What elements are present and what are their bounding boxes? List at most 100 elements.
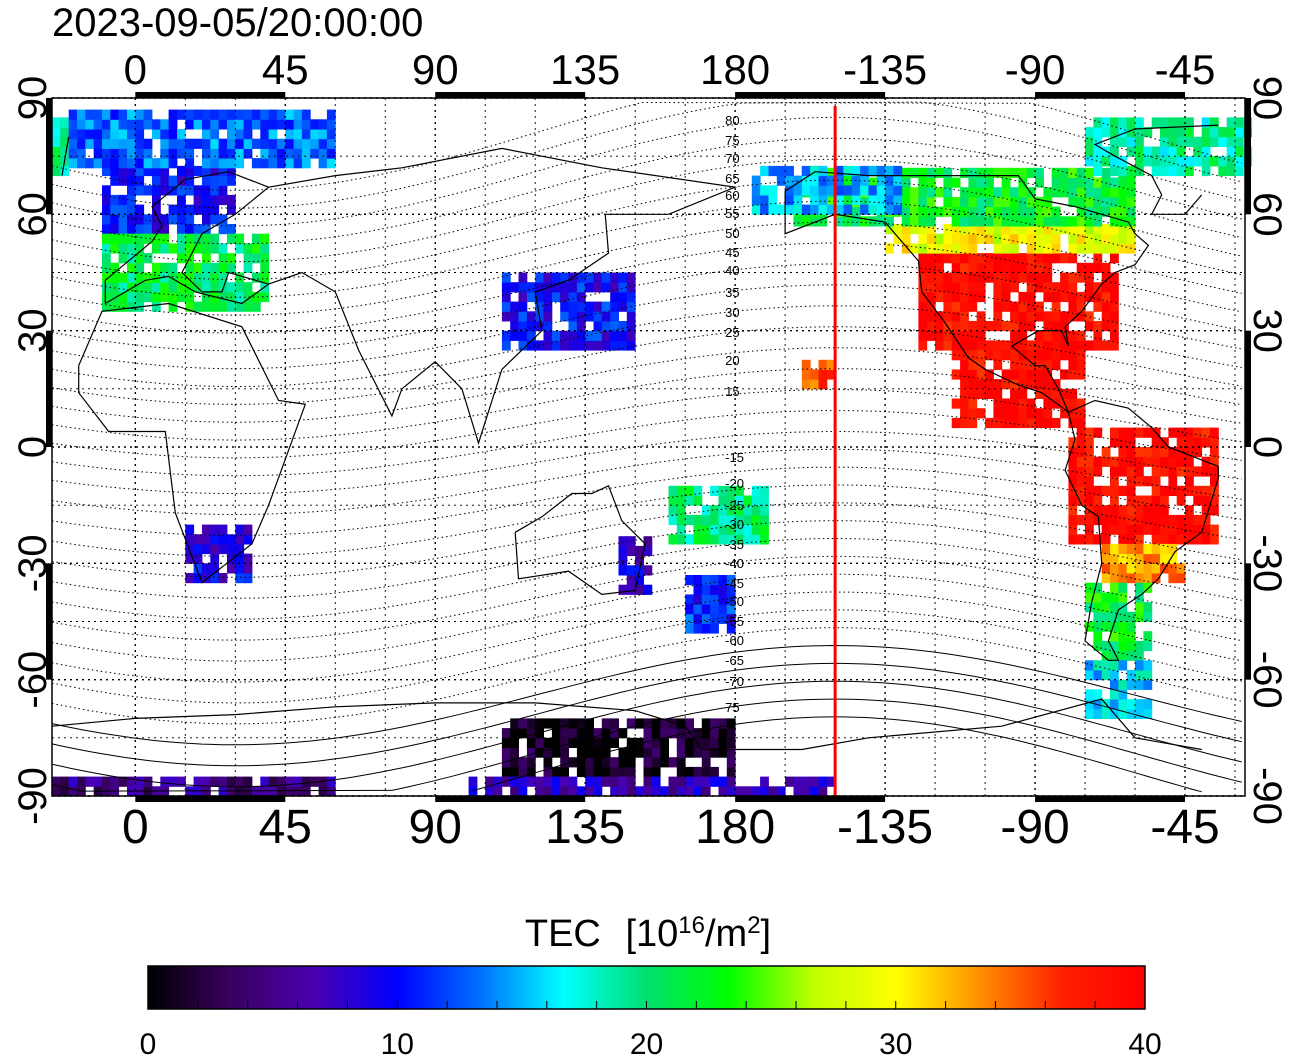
tec-cell [1118,621,1128,632]
tec-cell [1201,437,1211,448]
right-frame-bar [1245,330,1251,447]
tec-cell [127,138,136,149]
tec-cell [1143,640,1153,652]
tec-cell [1126,621,1136,632]
tec-cell [1210,534,1219,545]
contour-line [51,200,1242,298]
tec-cell [543,340,553,351]
tec-cell [718,514,728,526]
tec-cell [1001,350,1011,361]
tec-cell [801,204,811,215]
tec-cell [1035,417,1044,429]
tec-cell [1068,514,1078,526]
tec-cell [1001,282,1011,293]
tec-cell [1151,437,1161,448]
tec-cell [1085,311,1094,322]
tec-cell [110,204,120,215]
tec-cell [926,177,936,188]
tec-cell [976,379,986,390]
tec-cell [1168,476,1178,487]
bottom-lon-tick-label: 180 [695,801,775,854]
tec-cell [935,262,944,273]
tec-cell [610,321,619,332]
tec-cell [618,757,628,768]
tec-cell [593,311,603,322]
tec-cell [651,766,661,778]
tec-cell [660,747,669,758]
tec-cell [935,233,944,244]
tec-cell [693,786,703,797]
tec-cell [960,196,969,208]
tec-cell [1176,485,1186,496]
tec-cell [551,330,561,341]
contour-line [51,502,1242,578]
tec-cell [1085,127,1094,138]
tec-cell [1060,321,1069,332]
tec-cell [943,272,953,283]
tec-cell [1085,321,1094,332]
tec-cell [1001,196,1011,208]
tec-cell [1110,679,1119,690]
tec-cell [268,776,278,787]
tec-cell [1051,224,1061,235]
tec-cell [518,291,528,303]
tec-cell [726,786,736,797]
tec-cell [935,291,944,303]
tec-cell [1160,165,1169,177]
tec-cell [1068,369,1078,380]
tec-cell [1051,291,1061,303]
tec-cell [951,291,961,303]
tec-cell [227,233,236,244]
tec-cell [643,776,653,787]
tec-cell [1043,233,1053,244]
tec-cell [193,534,203,545]
tec-cell [510,282,519,293]
tec-cell [1060,177,1069,188]
tec-cell [326,119,336,130]
tec-cell [518,786,528,797]
tec-cell [1235,156,1244,167]
tec-cell [1185,447,1194,458]
left-lat-tick-label: 30 [11,308,55,353]
tec-cell [601,757,611,768]
tec-cell [1068,311,1078,322]
tec-cell [1043,206,1053,217]
tec-cell [193,233,203,244]
tec-cell [1085,689,1094,700]
tec-cell [1043,417,1053,429]
tec-cell [585,747,594,758]
tec-cell [976,359,986,370]
tec-cell [1135,127,1144,138]
tec-cell [260,291,270,303]
tec-cell [685,534,694,545]
tec-cell [693,728,703,739]
tec-cell [676,495,686,506]
tec-cell [218,119,228,130]
tec-cell [1076,291,1086,303]
tec-cell [601,301,611,312]
tec-cell [1201,156,1211,167]
tec-cell [1176,427,1186,438]
tec-cell [760,495,769,506]
tec-cell [102,776,111,787]
tec-cell [1118,514,1128,526]
tec-cell [551,747,561,758]
tec-cell [568,776,578,787]
tec-cell [651,737,661,748]
tec-cell [601,776,611,787]
right-lat-tick-label: 60 [1245,192,1289,237]
tec-cell [227,543,236,555]
tec-cell [1026,408,1036,419]
tec-cell [202,158,211,169]
tec-cell [626,786,636,797]
tec-cell [601,737,611,748]
tec-cell [918,196,928,208]
tec-cell [1118,437,1128,448]
tec-cell [1010,224,1019,235]
tec-cell [152,194,161,206]
tec-cell [1043,398,1053,409]
tec-cell [993,388,1003,399]
tec-cell [1093,456,1103,467]
tec-cell [1093,177,1103,188]
tec-cell [160,138,170,149]
